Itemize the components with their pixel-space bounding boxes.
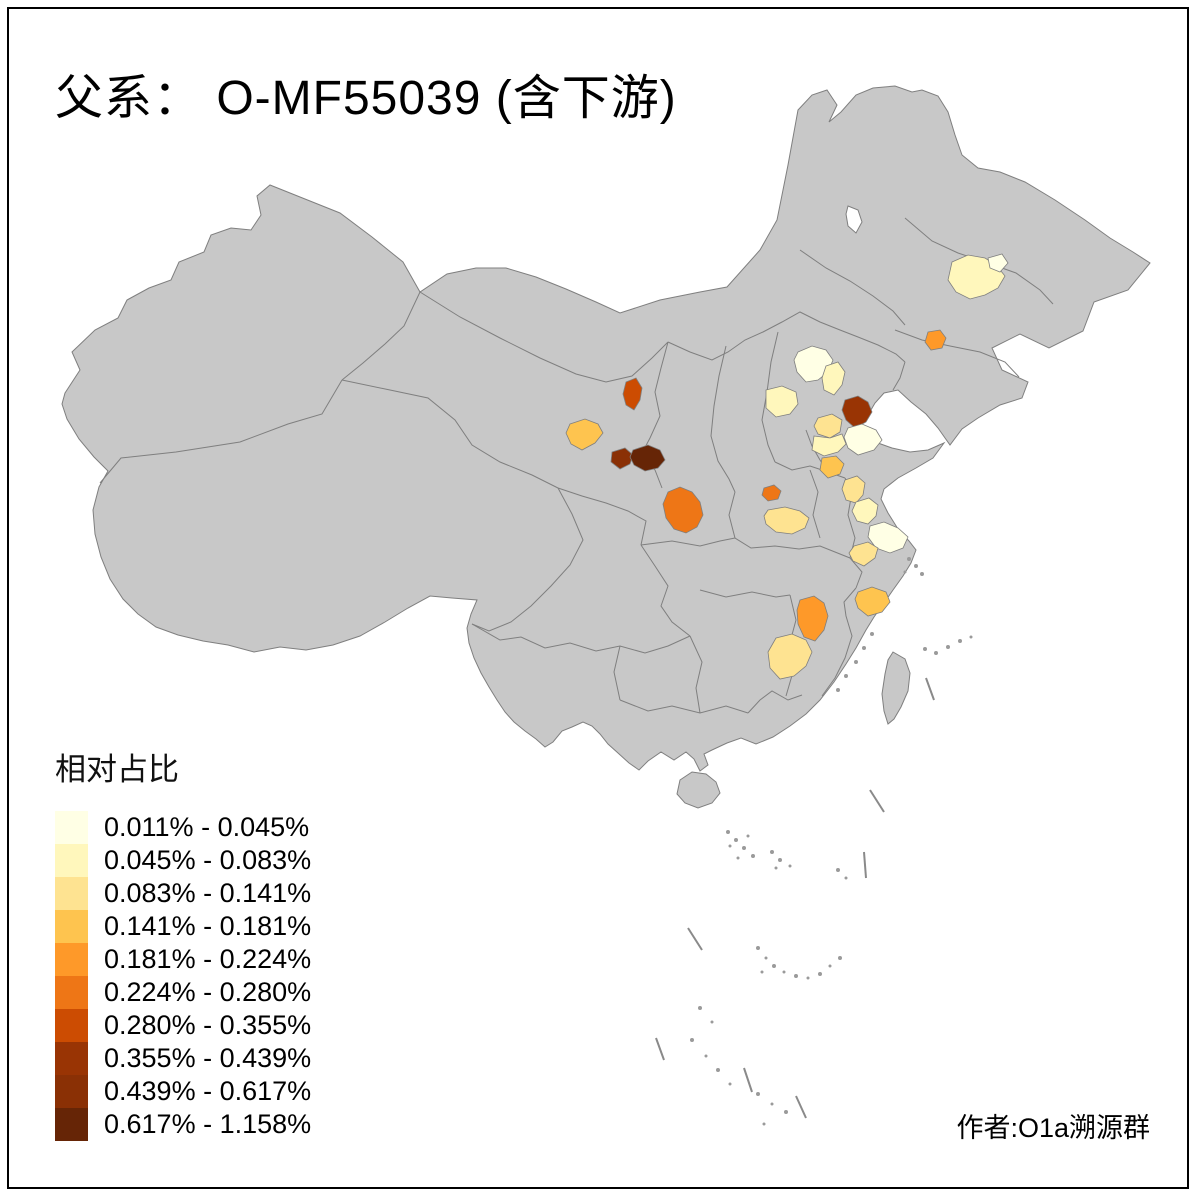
legend-title: 相对占比 bbox=[55, 752, 179, 787]
taiwan-island bbox=[881, 651, 911, 725]
legend-label: 0.083% - 0.141% bbox=[104, 878, 312, 908]
map-region-heilongjiang-northeast bbox=[987, 253, 1009, 273]
border-innermongolia-south bbox=[667, 311, 906, 363]
legend-label: 0.280% - 0.355% bbox=[104, 1010, 312, 1040]
border-xinjiang-east bbox=[341, 291, 421, 381]
border-nanling bbox=[747, 690, 803, 714]
map-region-gansu-north bbox=[622, 377, 643, 411]
legend-swatch bbox=[55, 877, 88, 910]
legend-rows: 0.011% - 0.045% 0.045% - 0.083% 0.083% - 0… bbox=[55, 811, 311, 1141]
border-xinjiang-south bbox=[99, 379, 343, 484]
hulun-lake bbox=[845, 205, 863, 234]
legend-swatch bbox=[55, 811, 88, 844]
legend-label: 0.439% - 0.617% bbox=[104, 1076, 312, 1106]
map-region-shandong-jinan-north bbox=[813, 413, 843, 439]
page-title: 父系： O-MF55039 (含下游) bbox=[55, 72, 677, 125]
map-region-henan-north bbox=[761, 484, 782, 502]
china-mainland bbox=[61, 85, 1151, 772]
legend-label: 0.011% - 0.045% bbox=[104, 812, 310, 842]
legend-label: 0.355% - 0.439% bbox=[104, 1043, 312, 1073]
map-region-shandong-north-coast bbox=[841, 395, 873, 429]
map-region-jiangsu-southwest bbox=[848, 541, 879, 567]
legend-row: 0.011% - 0.045% bbox=[55, 811, 311, 844]
legend-label: 0.224% - 0.280% bbox=[104, 977, 312, 1007]
border-qinghai-sichuan bbox=[557, 487, 647, 546]
border-tibet-sichuan bbox=[471, 487, 584, 632]
legend-label: 0.181% - 0.224% bbox=[104, 944, 312, 974]
legend-label: 0.045% - 0.083% bbox=[104, 845, 312, 875]
map-region-jiangxi-northwest bbox=[796, 595, 829, 642]
map-region-henan-south bbox=[763, 506, 810, 535]
map-region-shandong-jinan-south bbox=[811, 433, 847, 457]
attribution: 作者:O1a溯源群 bbox=[956, 1113, 1150, 1143]
legend-row: 0.181% - 0.224% bbox=[55, 943, 311, 976]
province-borders bbox=[99, 217, 1054, 714]
border-shanxi-shaanxi bbox=[710, 345, 736, 493]
border-hebei-shanxi bbox=[761, 331, 779, 463]
border-chongqing bbox=[640, 544, 691, 637]
legend-row: 0.355% - 0.439% bbox=[55, 1042, 311, 1075]
china-landmass bbox=[61, 85, 1151, 809]
map-region-gansu-west bbox=[565, 418, 604, 451]
legend-label: 0.617% - 1.158% bbox=[104, 1109, 312, 1139]
legend-row: 0.141% - 0.181% bbox=[55, 910, 311, 943]
legend-row: 0.045% - 0.083% bbox=[55, 844, 311, 877]
map-region-jiangsu-south bbox=[867, 521, 909, 554]
border-guizhou-east bbox=[689, 635, 703, 714]
map-region-shandong-east bbox=[843, 423, 883, 456]
map-region-tianjin bbox=[821, 361, 846, 396]
border-henan-anhui bbox=[809, 469, 821, 539]
border-henan-south bbox=[728, 491, 851, 559]
map-region-zhejiang-north bbox=[854, 586, 891, 617]
hainan-island bbox=[676, 771, 721, 809]
legend-swatch bbox=[55, 844, 88, 877]
legend-swatch bbox=[55, 1042, 88, 1075]
offshore-islands bbox=[655, 557, 973, 1126]
legend-row: 0.280% - 0.355% bbox=[55, 1009, 311, 1042]
map-region-gansu-lanzhou-west bbox=[610, 447, 634, 470]
border-guangxi-north bbox=[619, 699, 749, 714]
border-zhejiang-fujian-jiangxi bbox=[821, 587, 857, 697]
map-region-shaanxi-xian bbox=[662, 486, 704, 534]
choropleth-regions bbox=[565, 253, 1009, 680]
map-region-anhui-north bbox=[841, 475, 866, 504]
legend-swatch bbox=[55, 1108, 88, 1141]
legend-swatch bbox=[55, 910, 88, 943]
border-tibet-qinghai bbox=[341, 379, 559, 489]
legend-swatch bbox=[55, 1075, 88, 1108]
border-shaanxi-south bbox=[640, 537, 736, 547]
map-region-gansu-lanzhou-east bbox=[629, 444, 666, 472]
map-region-liaoning-central bbox=[924, 329, 947, 351]
border-hubei-hunan bbox=[699, 589, 791, 598]
border-guizhou-west bbox=[613, 645, 621, 701]
legend-row: 0.617% - 1.158% bbox=[55, 1108, 311, 1141]
legend-row: 0.224% - 0.280% bbox=[55, 976, 311, 1009]
border-innermongolia-northeast bbox=[799, 249, 906, 326]
legend-swatch bbox=[55, 1009, 88, 1042]
legend-swatch bbox=[55, 976, 88, 1009]
map-region-hunan-east bbox=[767, 633, 813, 680]
map-region-hebei-west bbox=[765, 385, 799, 418]
legend-label: 0.141% - 0.181% bbox=[104, 911, 312, 941]
border-yunnan-north bbox=[471, 623, 691, 654]
border-gansu-innermongolia bbox=[419, 291, 669, 383]
map-region-jiangsu-central bbox=[851, 497, 879, 525]
legend-swatch bbox=[55, 943, 88, 976]
legend-row: 0.083% - 0.141% bbox=[55, 877, 311, 910]
legend: 相对占比 0.011% - 0.045% 0.045% - 0.083% 0.083… bbox=[55, 744, 311, 1141]
legend-row: 0.439% - 0.617% bbox=[55, 1075, 311, 1108]
map-region-shandong-south bbox=[819, 455, 845, 479]
border-liaoning-hebei bbox=[892, 361, 906, 391]
border-jilin-liaoning bbox=[894, 329, 1020, 378]
